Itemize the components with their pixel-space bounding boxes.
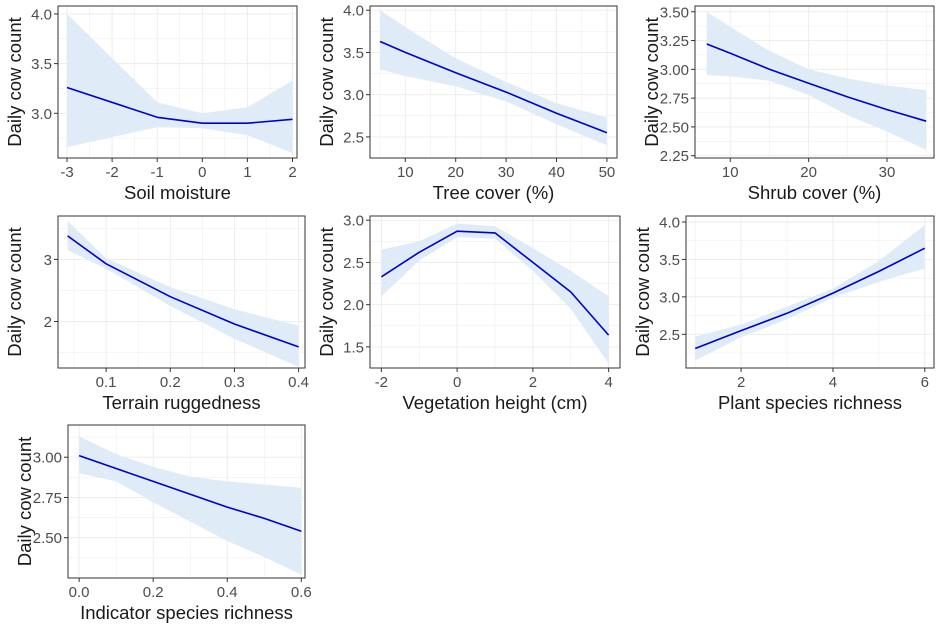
x-tick-label: 30	[498, 164, 515, 181]
x-tick-label: -3	[60, 164, 73, 181]
x-tick-label: 30	[879, 164, 896, 181]
y-tick-label: 4.0	[31, 6, 52, 23]
x-tick-label: 4	[829, 374, 837, 391]
chart-panel-2: 2.5 3.0 3.5 4.0 10 20 30 40 50 Tree cover (%) Dail…	[316, 3, 618, 203]
chart-panel-1: 3.0 3.5 4.0 -3 -2 -1 0 1 2 Soil moisture Daily cow…	[4, 5, 298, 203]
y-axis-title: Daily cow count	[4, 227, 25, 357]
fitted-line	[379, 40, 608, 134]
x-tick-label: 4	[604, 374, 612, 391]
y-tick-label: 3.5	[659, 252, 680, 269]
x-tick-label: 2	[737, 374, 745, 391]
y-tick-label: 2.75	[660, 91, 689, 108]
x-axis-title: Tree cover (%)	[433, 182, 555, 203]
x-axis-title: Terrain ruggedness	[102, 392, 260, 413]
x-tick-label: 50	[599, 164, 616, 181]
x-tick-label: 6	[921, 374, 929, 391]
y-tick-label: 4.0	[343, 3, 364, 20]
y-axis-title: Daily cow count	[4, 17, 25, 147]
fitted-line	[66, 86, 293, 124]
y-tick-label: 3.50	[660, 4, 689, 21]
panel-border	[685, 215, 935, 369]
y-tick-label: 3.5	[343, 45, 364, 62]
y-tick-label: 2.0	[343, 297, 364, 314]
fitted-line	[694, 247, 926, 350]
x-tick-label: 1	[243, 164, 251, 181]
confidence-ribbon	[706, 11, 927, 150]
y-tick-label: 3.00	[660, 62, 689, 79]
confidence-ribbon	[381, 223, 609, 364]
y-tick-label: 2.5	[659, 327, 680, 344]
y-tick-label: 2.75	[33, 490, 62, 507]
x-tick-label: 20	[447, 164, 464, 181]
y-tick-label: 2.50	[33, 530, 62, 547]
y-tick-label: 2.50	[660, 119, 689, 136]
x-tick-label: 0.6	[291, 584, 312, 601]
x-tick-label: -1	[151, 164, 164, 181]
y-tick-label: 3.0	[343, 87, 364, 104]
x-tick-label: 0	[453, 374, 461, 391]
y-axis-title: Daily cow count	[316, 227, 337, 357]
confidence-ribbon	[79, 436, 302, 575]
x-axis-title: Vegetation height (cm)	[402, 392, 587, 413]
fitted-line	[380, 230, 610, 336]
x-tick-label: 0.4	[217, 584, 238, 601]
x-tick-label: 0.0	[69, 584, 90, 601]
y-tick-label: 3.0	[343, 213, 364, 230]
chart-panel-6: 2.5 3.0 3.5 4.0 2 4 6 Plant species richness Dai…	[632, 214, 935, 413]
panel-border	[57, 215, 306, 369]
y-tick-label: 3.0	[31, 106, 52, 123]
y-tick-label: 3	[44, 252, 52, 269]
confidence-ribbon	[380, 10, 607, 146]
y-axis-title: Daily cow count	[641, 17, 662, 147]
y-tick-label: 2.5	[343, 255, 364, 272]
x-axis-title: Plant species richness	[718, 392, 902, 413]
x-tick-label: 0.4	[288, 374, 309, 391]
x-tick-label: 0.2	[160, 374, 181, 391]
fitted-line	[67, 235, 299, 348]
panel-border	[369, 5, 618, 159]
confidence-ribbon	[67, 221, 299, 367]
x-tick-label: -2	[375, 374, 388, 391]
y-tick-label: 3.0	[659, 289, 680, 306]
y-axis-title: Daily cow count	[316, 17, 337, 147]
fitted-line	[78, 454, 302, 533]
x-tick-label: 40	[548, 164, 565, 181]
y-tick-label: 2.5	[343, 129, 364, 146]
y-axis-title: Daily cow count	[14, 437, 35, 567]
y-tick-label: 3.5	[31, 56, 52, 73]
y-tick-label: 1.5	[343, 339, 364, 356]
x-tick-label: 2	[288, 164, 296, 181]
y-axis-title: Daily cow count	[632, 227, 653, 357]
x-tick-label: 0	[198, 164, 206, 181]
x-tick-label: 10	[722, 164, 739, 181]
panel-border	[57, 5, 298, 159]
x-tick-label: 10	[397, 164, 414, 181]
y-tick-label: 2.25	[660, 148, 689, 165]
confidence-ribbon	[67, 13, 293, 154]
y-tick-label: 3.25	[660, 33, 689, 50]
chart-panel-5: 1.5 2.0 2.5 3.0 -2 0 2 4 Vegetation height (cm) D…	[316, 213, 621, 413]
x-tick-label: 2	[529, 374, 537, 391]
panel-border	[694, 5, 935, 159]
y-tick-label: 2	[44, 314, 52, 331]
x-axis-title: Indicator species richness	[80, 602, 293, 623]
panel-border	[369, 215, 621, 369]
x-tick-label: 20	[800, 164, 817, 181]
x-tick-label: -2	[105, 164, 118, 181]
fitted-line	[706, 43, 927, 122]
chart-panel-4: 2 3 0.1 0.2 0.3 0.4 Terrain ruggedness Daily co…	[4, 215, 309, 413]
panel-border	[67, 424, 306, 579]
x-tick-label: 0.2	[143, 584, 164, 601]
x-axis-title: Soil moisture	[124, 182, 231, 203]
x-axis-title: Shrub cover (%)	[748, 182, 882, 203]
y-tick-label: 4.0	[659, 214, 680, 231]
x-tick-label: 0.3	[224, 374, 245, 391]
x-tick-label: 0.1	[96, 374, 117, 391]
y-tick-label: 3.00	[33, 450, 62, 467]
